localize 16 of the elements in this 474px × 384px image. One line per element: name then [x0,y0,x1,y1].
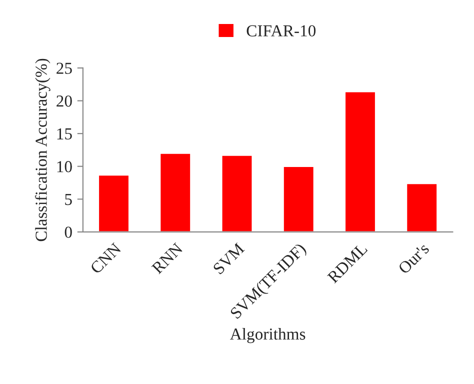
y-tick-label: 15 [57,128,72,140]
x-axis-title: Algorithms [230,328,306,344]
y-tick-label: 20 [56,95,72,107]
y-tick-label: 5 [65,194,72,206]
bar [159,152,192,232]
y-tick-label: 10 [57,161,72,172]
y-tick-label: 0 [64,226,72,238]
bar [344,90,376,232]
x-tick-label: Our's [398,242,430,275]
bar [98,174,130,232]
bar [406,182,438,232]
legend-label: CIFAR-10 [246,25,316,36]
y-tick-label: 25 [56,62,72,74]
bar [282,166,315,232]
y-axis-title: Classification Accuracy(%) [34,58,50,242]
bar [220,154,254,232]
